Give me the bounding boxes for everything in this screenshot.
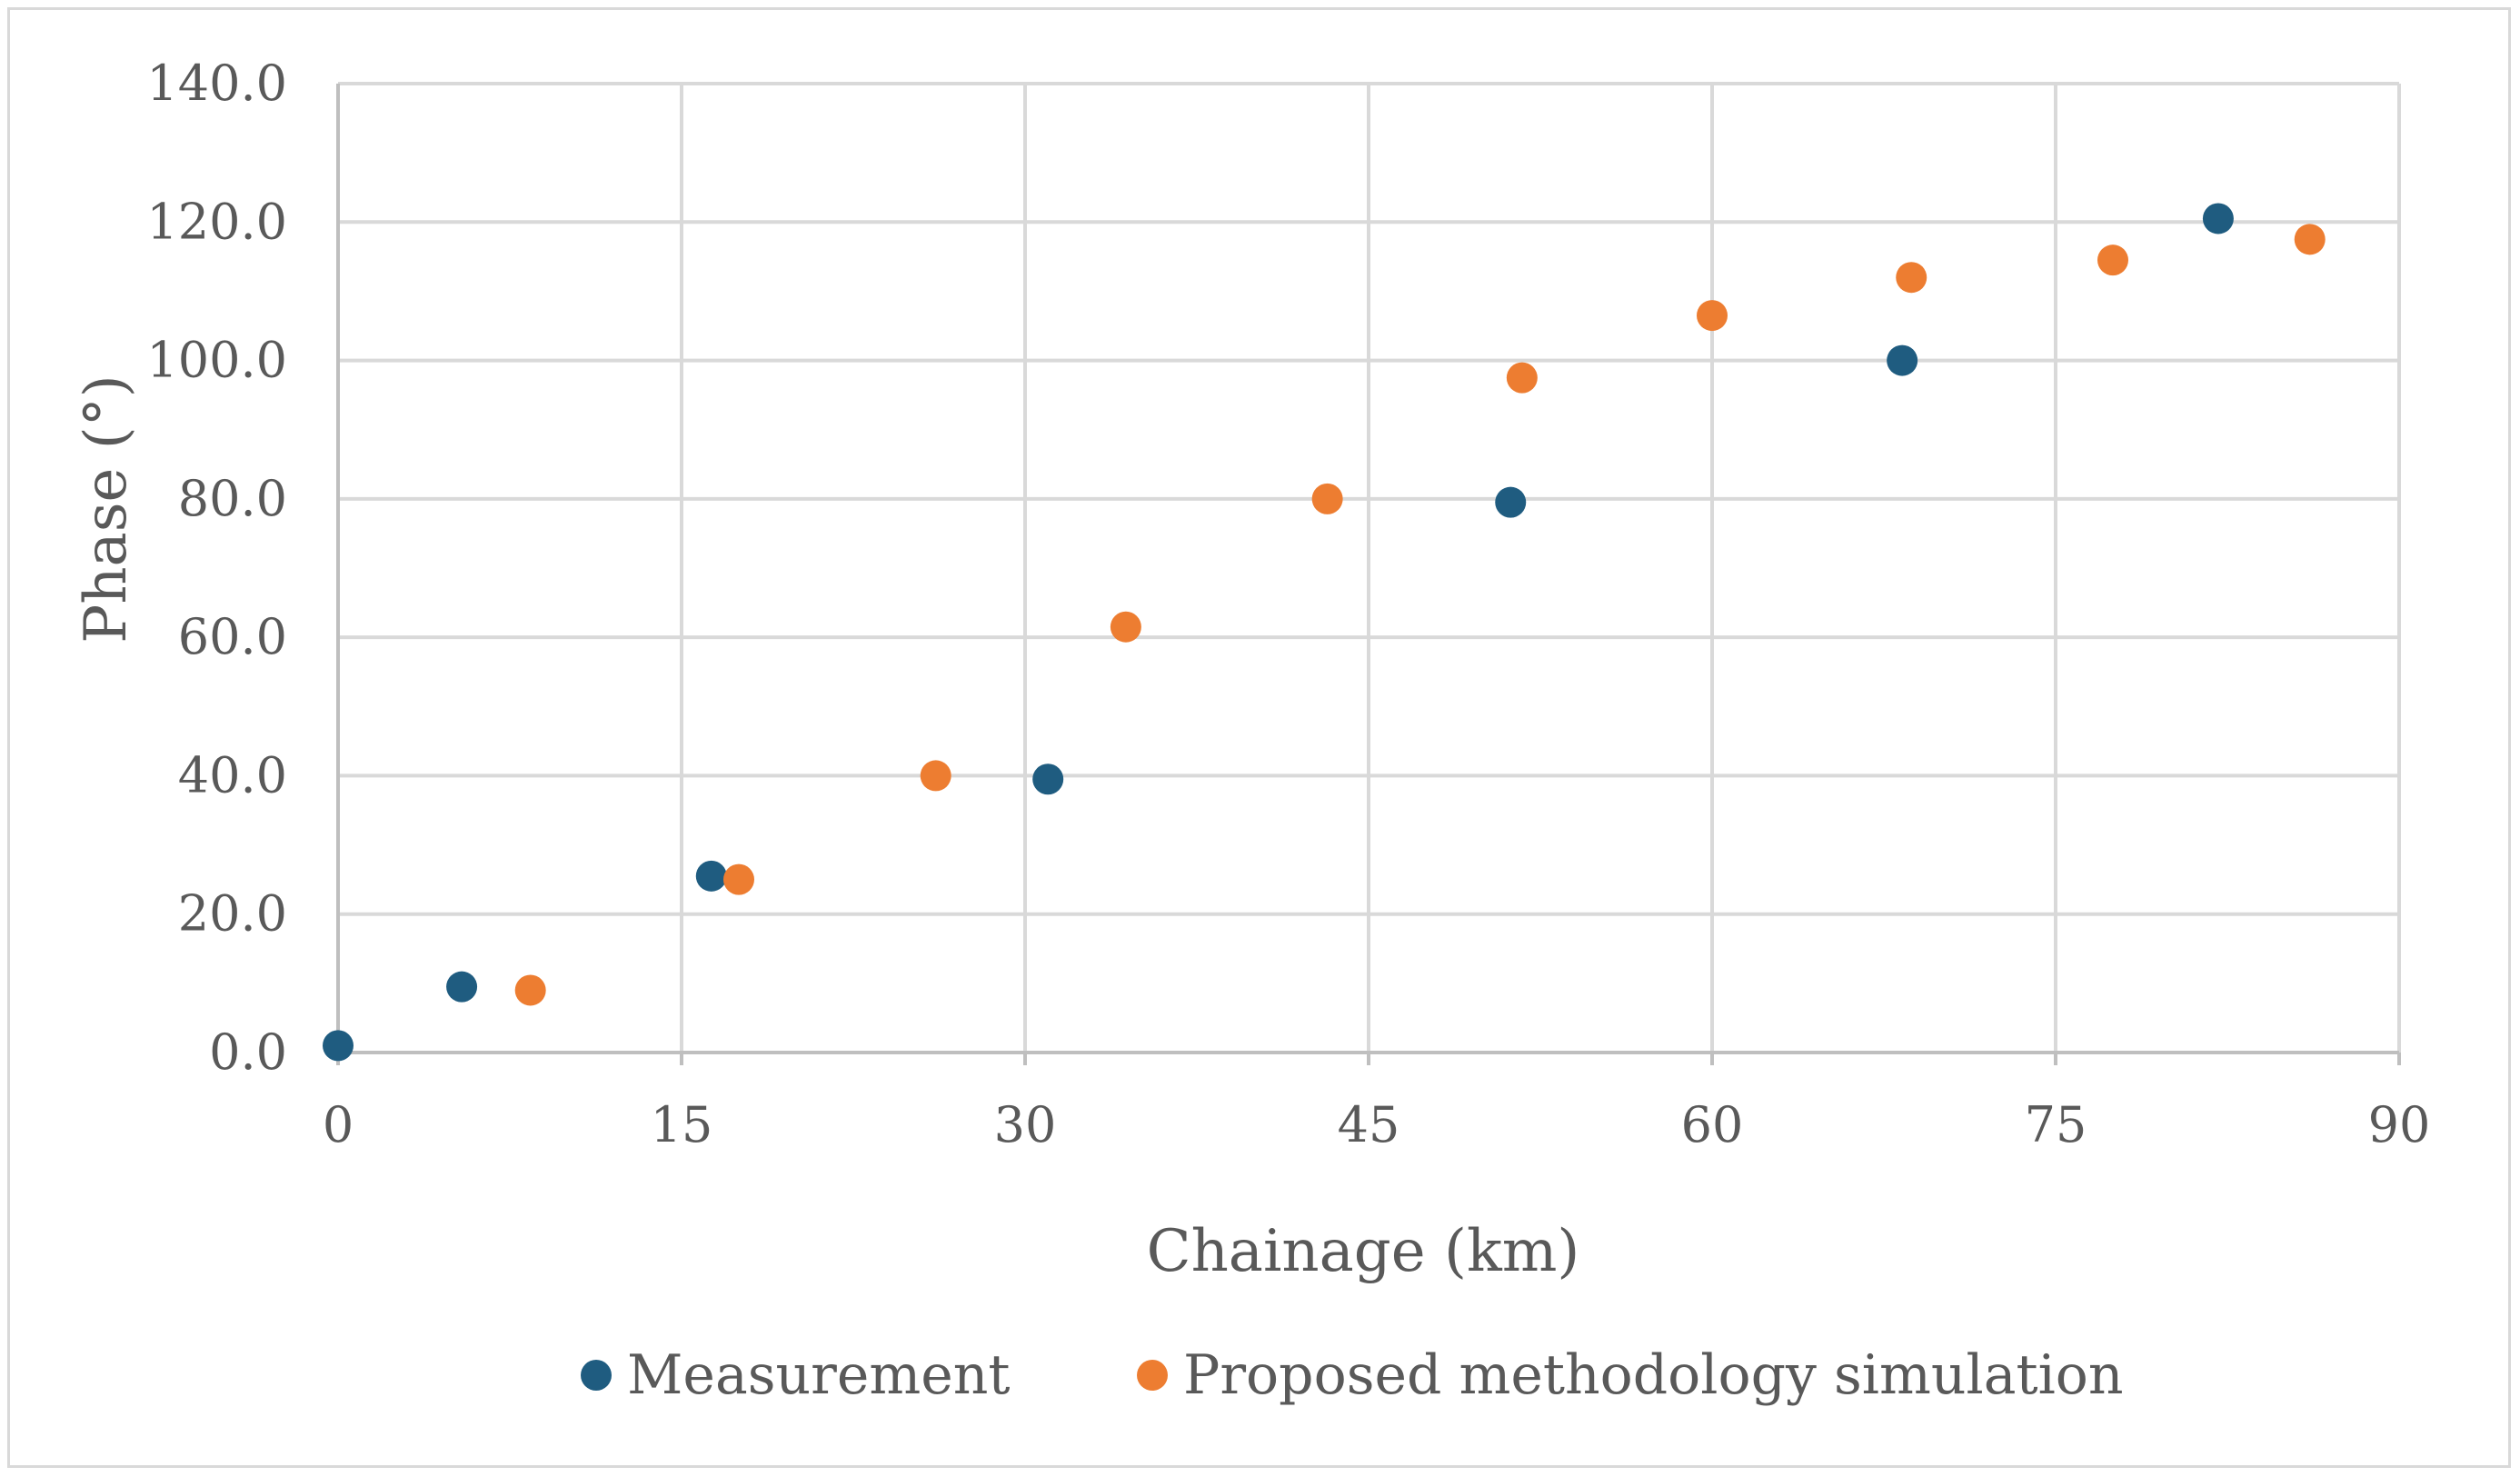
y-tick-label: 80.0	[178, 470, 287, 527]
legend-marker-measurement	[581, 1360, 612, 1391]
measurement-point	[695, 860, 727, 892]
measurement-point	[1495, 486, 1527, 518]
x-tick-labels: 0 15 30 45 60 75 90	[323, 1096, 2431, 1153]
simulation-point	[1506, 362, 1538, 394]
legend-marker-simulation	[1137, 1360, 1168, 1391]
simulation-point	[920, 760, 951, 792]
y-axis-title: Phase (°)	[73, 374, 140, 643]
simulation-point	[1697, 300, 1728, 332]
x-tick-label: 45	[1338, 1096, 1400, 1153]
y-tick-label: 100.0	[146, 332, 287, 389]
y-tick-label: 60.0	[178, 608, 287, 665]
grid-layer	[338, 82, 2401, 1053]
x-tick-label: 30	[994, 1096, 1057, 1153]
measurement-point	[323, 1030, 354, 1062]
measurement-point	[1032, 763, 1064, 795]
legend: Measurement Proposed methodology simulat…	[581, 1343, 2124, 1407]
x-tick-label: 60	[1681, 1096, 1744, 1153]
axis-layer	[336, 84, 2401, 1065]
simulation-point	[1311, 483, 1343, 514]
measurement-point	[1887, 344, 1918, 376]
simulation-point	[2294, 224, 2326, 255]
y-tick-label: 40.0	[178, 746, 287, 803]
x-tick-label: 0	[323, 1096, 354, 1153]
y-tick-labels: 0.0 20.0 40.0 60.0 80.0 100.0 120.0 140.0	[146, 55, 287, 1081]
x-tick-label: 15	[651, 1096, 713, 1153]
simulation-point	[723, 863, 754, 895]
legend-label-measurement: Measurement	[627, 1343, 1011, 1407]
y-tick-label: 20.0	[178, 885, 287, 943]
simulation-point	[1110, 611, 1141, 643]
y-tick-label: 140.0	[146, 55, 287, 112]
x-axis-title: Chainage (km)	[1147, 1218, 1580, 1285]
legend-label-simulation: Proposed methodology simulation	[1183, 1343, 2124, 1407]
measurement-point	[2202, 203, 2234, 235]
simulation-point	[1896, 262, 1927, 294]
y-tick-label: 120.0	[146, 193, 287, 250]
simulation-point	[2097, 245, 2128, 276]
data-points	[323, 203, 2326, 1062]
x-tick-label: 75	[2025, 1096, 2087, 1153]
y-tick-label: 0.0	[209, 1023, 287, 1081]
chart-frame	[7, 7, 2511, 1468]
simulation-point	[514, 974, 546, 1006]
measurement-point	[446, 971, 478, 1003]
x-tick-label: 90	[2368, 1096, 2431, 1153]
